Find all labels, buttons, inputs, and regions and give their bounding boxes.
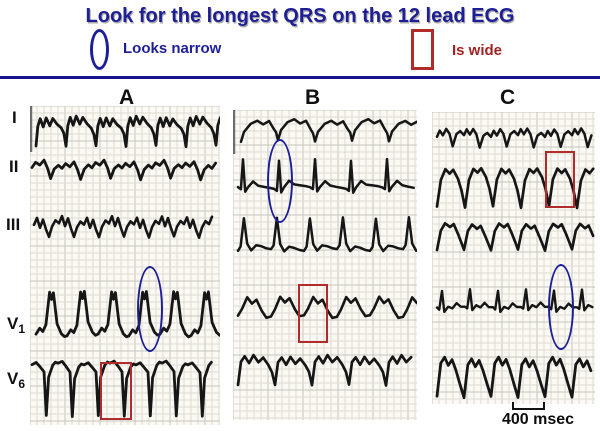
narrow-ellipse-symbol [90,29,109,70]
header-divider [0,76,600,79]
annotation-rect-b-v1 [298,284,328,343]
lead-label-v6: V6 [7,369,26,391]
annotation-ellipse-b-ii [267,139,293,223]
annotation-rect-a-v6 [100,362,132,420]
panel-c-header: C [500,86,516,109]
lead-label-i: I [12,108,17,127]
legend-narrow-label: Looks narrow [123,40,222,57]
ecg-panel-a [30,106,220,425]
annotation-ellipse-a-v1 [137,266,163,352]
annotation-rect-c-ii [545,151,575,208]
panel-a-header: A [119,86,135,109]
lead-label-iii: III [6,215,21,234]
legend-wide-label: Is wide [452,42,503,59]
slide-title: Look for the longest QRS on the 12 lead … [85,5,515,27]
panel-b-header: B [305,86,321,109]
scale-bar-label: 400 msec [501,411,575,428]
lead-label-ii: II [9,157,19,176]
wide-rect-symbol [411,29,434,70]
scale-bar-bracket [512,402,545,410]
lead-label-v1: V1 [7,314,26,336]
annotation-ellipse-c-v1 [548,264,574,350]
ecg-panel-b [233,110,417,420]
